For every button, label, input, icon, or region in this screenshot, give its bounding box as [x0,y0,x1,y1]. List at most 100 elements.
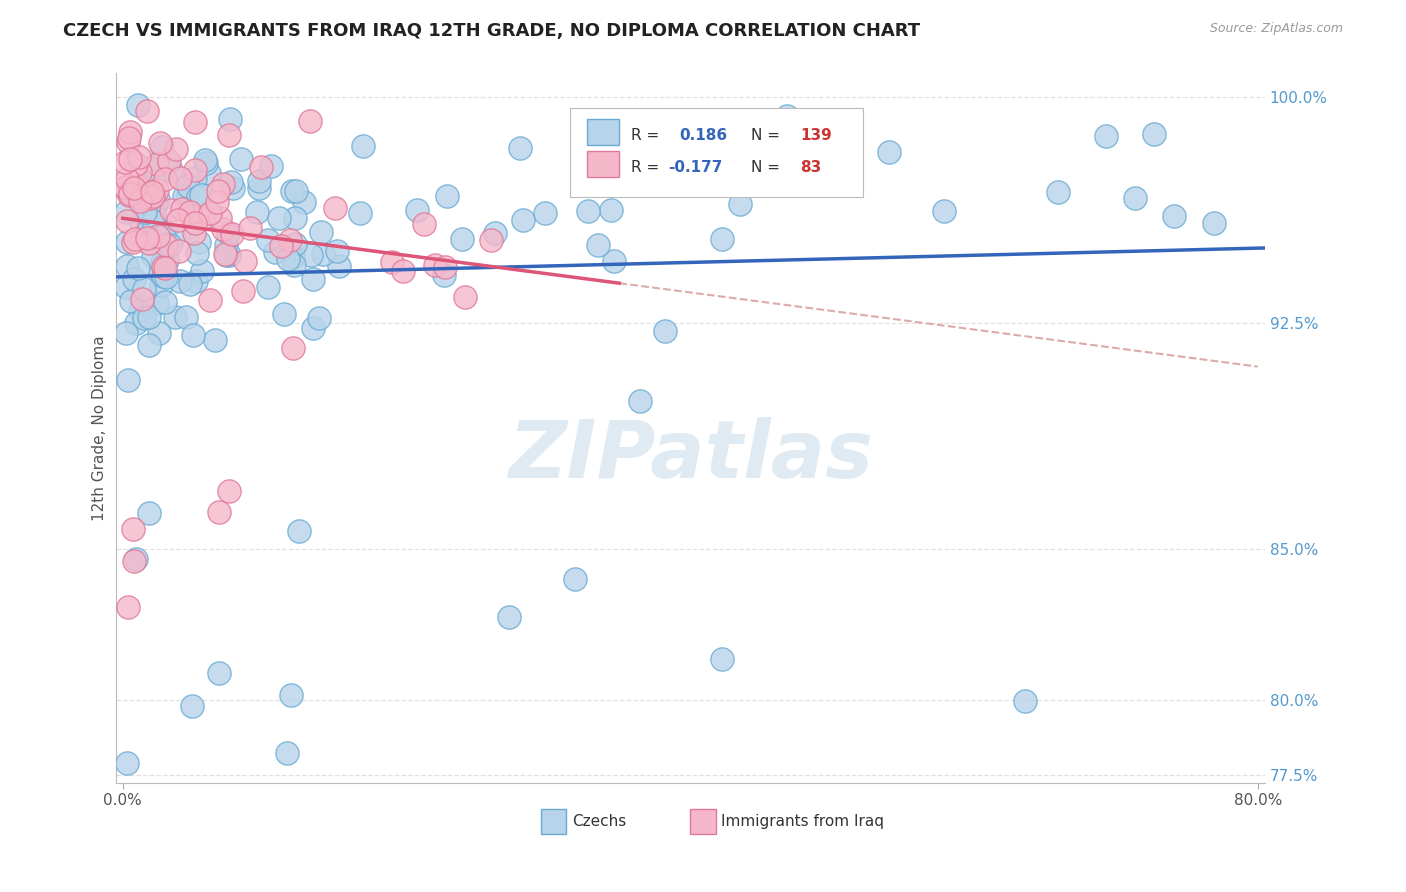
Point [247,181,270,195]
Point [125,551,148,566]
Point [1094,128,1116,143]
Point [212,221,235,235]
Point [184,274,207,288]
Point [163,228,186,243]
Point [218,112,240,127]
Point [135,104,157,119]
Point [1047,185,1070,199]
Point [193,211,215,225]
Point [173,188,195,202]
Point [156,252,179,267]
Point [118,188,141,202]
Point [292,194,315,209]
Point [114,280,136,294]
Point [132,282,155,296]
Point [198,206,221,220]
Point [115,756,138,771]
Point [432,268,454,283]
Text: R =: R = [630,128,659,143]
Point [117,235,139,249]
Point [150,140,173,154]
Point [576,204,599,219]
Point [143,208,166,222]
Point [128,191,150,205]
Point [484,226,506,240]
Bar [541,809,567,834]
Point [148,228,170,243]
Point [118,131,141,145]
Point [169,274,191,288]
Point [115,172,138,186]
Text: N =: N = [751,160,780,175]
Point [628,394,651,409]
Point [284,236,307,251]
Point [127,98,149,112]
Point [135,231,157,245]
Text: N =: N = [751,128,780,143]
Point [877,145,900,159]
Point [177,179,200,194]
Point [256,279,278,293]
Point [209,211,232,225]
FancyBboxPatch shape [569,109,863,197]
Point [280,185,302,199]
Text: ZIPatlas: ZIPatlas [508,417,873,495]
Point [187,190,209,204]
Point [115,214,138,228]
Point [124,232,146,246]
Point [153,227,176,241]
Point [711,651,734,665]
Point [309,226,332,240]
Point [142,188,165,202]
Point [326,244,349,259]
Y-axis label: 12th Grade, No Diploma: 12th Grade, No Diploma [93,335,107,521]
Text: 83: 83 [800,160,823,175]
Point [138,310,160,324]
Point [127,189,149,203]
Point [208,504,231,518]
Point [728,197,751,211]
Point [391,264,413,278]
Point [221,227,243,242]
Point [405,202,427,217]
Point [152,268,174,283]
Point [179,204,201,219]
Point [146,192,169,206]
Point [114,179,136,194]
Point [146,183,169,197]
Point [302,272,325,286]
Point [222,180,245,194]
Text: -0.177: -0.177 [668,160,723,175]
Point [312,247,335,261]
Point [498,610,520,624]
Point [273,307,295,321]
Point [277,252,299,266]
Point [134,310,156,325]
Point [349,205,371,219]
Point [139,161,162,176]
Point [270,239,292,253]
Point [115,259,138,273]
Point [131,292,153,306]
Point [146,296,169,310]
Point [118,187,141,202]
Point [218,248,240,262]
Point [138,190,160,204]
Point [186,246,208,260]
Point [125,316,148,330]
Point [136,213,159,227]
Point [221,175,243,189]
Point [159,238,181,252]
Point [183,115,205,129]
Point [204,333,226,347]
Point [509,141,531,155]
Point [141,185,163,199]
Point [117,600,139,615]
Point [218,128,240,142]
Point [1143,127,1166,141]
Point [198,293,221,308]
Point [152,260,174,275]
Point [138,236,160,251]
Point [1204,216,1226,230]
Point [239,220,262,235]
